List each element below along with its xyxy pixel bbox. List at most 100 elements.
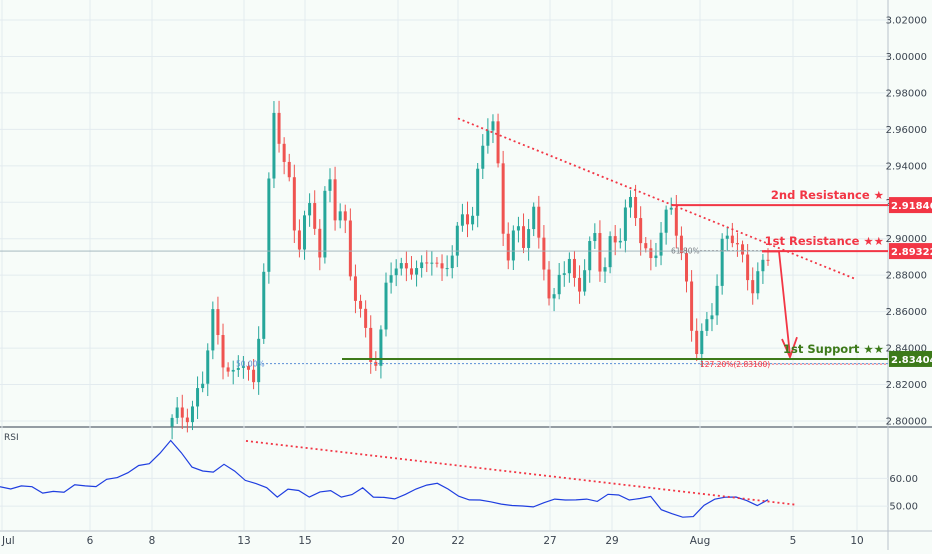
x-tick-label: 6 bbox=[87, 535, 94, 547]
candle-body bbox=[644, 243, 648, 249]
candle-body bbox=[705, 319, 709, 331]
candle-body bbox=[685, 253, 689, 282]
fib-1272-label: 127.20%(2.83100) bbox=[700, 360, 770, 369]
candle-body bbox=[404, 263, 408, 269]
candle-body bbox=[756, 271, 760, 294]
candle-body bbox=[639, 218, 643, 244]
candle-body bbox=[481, 145, 485, 169]
candle-body bbox=[715, 285, 719, 316]
candle-body bbox=[175, 407, 179, 418]
level-label: 1st Support ★★ bbox=[783, 342, 884, 356]
candle-body bbox=[211, 309, 215, 351]
candle-body bbox=[608, 236, 612, 268]
candle-body bbox=[430, 262, 434, 264]
x-tick-label: 10 bbox=[850, 535, 863, 547]
candle-body bbox=[297, 230, 301, 250]
candle-body bbox=[190, 406, 194, 423]
candle-body bbox=[649, 248, 653, 259]
price-tag-bg bbox=[889, 197, 932, 214]
x-tick-label: 13 bbox=[237, 535, 250, 547]
candle-body bbox=[409, 268, 413, 275]
y-tick-label: 2.82000 bbox=[886, 380, 927, 391]
levels: 2nd Resistance ★ 2.91846 1st Resistance ★★… bbox=[342, 188, 932, 367]
overlays: 50.00% 61.80% 127.20%(2.83100) bbox=[0, 117, 888, 369]
candle-body bbox=[277, 112, 281, 144]
candle-body bbox=[399, 263, 403, 269]
x-tick-label: 20 bbox=[391, 535, 404, 547]
candle-body bbox=[384, 282, 388, 330]
candle-body bbox=[730, 235, 734, 244]
candle-body bbox=[323, 190, 327, 258]
candle-body bbox=[588, 241, 592, 271]
candle-body bbox=[415, 268, 419, 275]
candle-body bbox=[634, 196, 638, 219]
candle-body bbox=[720, 238, 724, 286]
candle-body bbox=[511, 230, 515, 261]
candle-body bbox=[272, 112, 276, 179]
candle-body bbox=[741, 244, 745, 255]
price-tag-label: 2.91846 bbox=[891, 201, 932, 212]
candle-body bbox=[547, 269, 551, 299]
candle-body bbox=[267, 178, 271, 272]
candle-body bbox=[542, 237, 546, 270]
candle-body bbox=[598, 233, 602, 272]
level-label: 1st Resistance ★★ bbox=[765, 234, 884, 248]
candle-body bbox=[201, 383, 205, 389]
candle-body bbox=[333, 179, 337, 221]
candle-body bbox=[664, 209, 668, 233]
candle-body bbox=[557, 274, 561, 295]
candle-body bbox=[572, 258, 576, 278]
x-tick-label: 15 bbox=[298, 535, 311, 547]
candle-body bbox=[328, 179, 332, 191]
candle-body bbox=[221, 335, 225, 368]
candle-body bbox=[603, 267, 607, 272]
candle-body bbox=[313, 203, 317, 229]
candle-body bbox=[343, 211, 347, 221]
candle-body bbox=[690, 281, 694, 331]
candle-body bbox=[170, 417, 174, 427]
candle-body bbox=[394, 268, 398, 276]
rsi-y-tick-label: 60.00 bbox=[889, 474, 918, 485]
candle-body bbox=[303, 215, 307, 250]
candle-body bbox=[669, 207, 673, 210]
candle-body bbox=[308, 203, 312, 216]
candle-body bbox=[262, 271, 266, 339]
fib-50-label: 50.00% bbox=[236, 360, 265, 369]
candle-body bbox=[353, 276, 357, 301]
candle-body bbox=[185, 417, 189, 423]
candle-body bbox=[246, 366, 250, 370]
level-label: 2nd Resistance ★ bbox=[771, 188, 884, 202]
candle-body bbox=[364, 308, 368, 328]
y-tick-label: 2.90000 bbox=[886, 234, 927, 245]
candle-body bbox=[746, 254, 750, 281]
axes: 2.80000 2.82000 2.84000 2.86000 2.88000 2.900… bbox=[1, 16, 927, 548]
candle-body bbox=[318, 228, 322, 258]
candle-body bbox=[496, 121, 500, 164]
y-tick-label: 2.94000 bbox=[886, 161, 927, 172]
candle-body bbox=[257, 338, 261, 383]
candle-body bbox=[751, 280, 755, 294]
price-tag-label: 2.83404 bbox=[891, 355, 932, 366]
candle-body bbox=[450, 255, 454, 269]
x-tick-label: Jul bbox=[1, 535, 15, 547]
rsi-panel: RSI bbox=[0, 433, 888, 518]
candle-body bbox=[623, 207, 627, 241]
rsi-title: RSI bbox=[4, 433, 19, 443]
y-tick-label: 3.00000 bbox=[886, 52, 927, 63]
rsi-series-line bbox=[0, 439, 769, 518]
candle-body bbox=[455, 225, 459, 256]
fib-618-label: 61.80% bbox=[671, 247, 700, 256]
candle-body bbox=[501, 163, 505, 234]
candle-body bbox=[389, 275, 393, 283]
candle-body bbox=[440, 263, 444, 269]
projection-arrow-head bbox=[781, 336, 798, 360]
candle-body bbox=[231, 369, 235, 372]
candle-body bbox=[766, 259, 770, 261]
candle-body bbox=[252, 369, 256, 383]
candle-body bbox=[491, 121, 495, 131]
candle-body bbox=[562, 273, 566, 275]
rsi-trendline bbox=[245, 440, 797, 506]
candle-body bbox=[292, 177, 296, 231]
